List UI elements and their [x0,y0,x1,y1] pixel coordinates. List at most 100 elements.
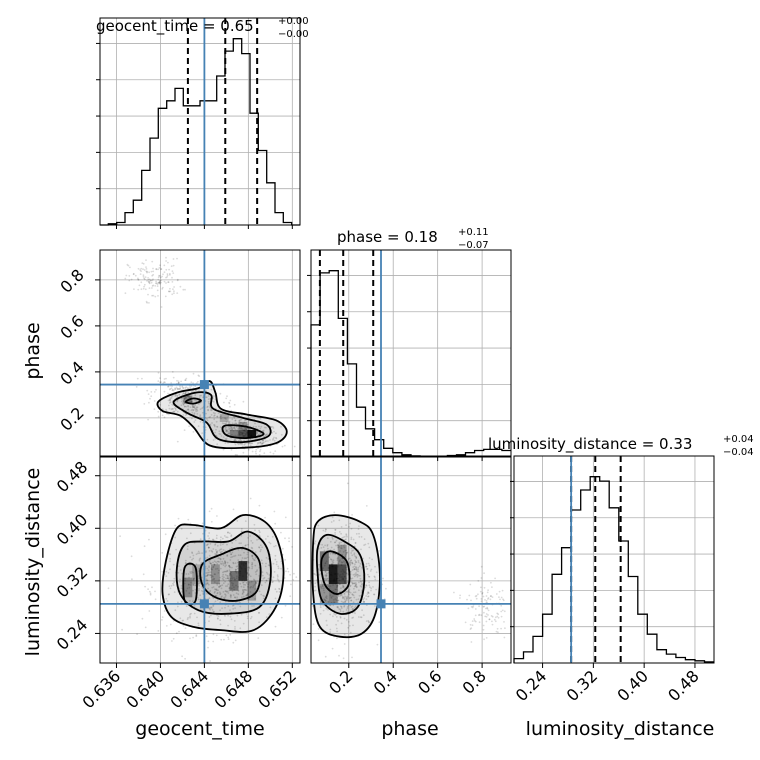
sample-point [147,393,150,395]
sample-point [192,406,195,408]
sample-point [135,386,138,388]
sample-point [331,552,334,555]
sample-point [355,585,358,588]
sample-point [183,397,186,400]
sample-point [226,543,228,546]
sample-point [332,599,335,601]
sample-point [224,426,227,429]
sample-point [194,584,197,586]
sample-point [290,583,292,586]
sample-point [182,288,185,291]
sample-point [346,590,349,593]
sample-point [488,618,491,621]
sample-point [374,576,376,579]
sample-point [230,571,233,574]
histogram-geocent_time [100,38,300,226]
sample-point [352,582,354,585]
sample-point [237,428,239,430]
sample-point [258,534,261,537]
sample-point [184,288,186,291]
sample-point [335,616,338,618]
sample-point [169,401,172,404]
sample-point [266,433,268,436]
sample-point [216,599,219,601]
sample-point [140,288,143,291]
sample-point [269,439,271,441]
sample-point [340,622,343,625]
sample-point [352,566,355,568]
sample-point [491,623,494,626]
sample-point [199,420,202,423]
sample-point [187,518,190,521]
sample-point [167,281,170,283]
sample-point [346,597,348,600]
sample-point [152,270,155,273]
sample-point [267,564,270,566]
sample-point [236,614,239,617]
sample-point [351,608,354,610]
sample-point [374,605,376,607]
sample-point [173,290,175,293]
sample-point [212,400,215,403]
sample-point [349,584,352,587]
sample-point [250,442,253,445]
sample-point [228,586,231,589]
sample-point [352,594,355,597]
sample-point [163,610,166,612]
sample-point [248,574,250,577]
sample-point [234,419,237,422]
sample-point [228,589,231,592]
sample-point [489,595,492,598]
sample-point [272,580,274,583]
sample-point [180,585,183,587]
sample-point [235,577,238,580]
sample-point [351,561,353,564]
sample-point [361,579,364,582]
sample-point [236,454,239,456]
density-cell [238,430,248,438]
sample-point [223,422,226,425]
sample-point [243,588,246,591]
sample-point [363,544,365,546]
sample-point [207,583,210,586]
sample-point [192,578,195,580]
sample-point [217,618,219,620]
sample-point [487,609,490,612]
sample-point [353,596,356,599]
sample-point [209,606,211,609]
sample-point [324,598,326,601]
sample-point [351,577,354,580]
sample-point [327,601,330,604]
sample-point [342,586,344,589]
sample-point [339,610,342,613]
sample-point [158,274,160,277]
sample-point [345,597,348,600]
sample-point [468,594,471,597]
sample-point [355,566,357,569]
sample-point [264,440,267,443]
sample-point [222,579,225,581]
sample-point [229,572,232,575]
sample-point [481,591,484,594]
sample-point [259,442,261,444]
sample-point [214,412,216,415]
sample-point [176,279,179,282]
sample-point [236,435,239,437]
sample-point [345,534,348,537]
sample-point [147,418,150,421]
y-tick-label: 0.32 [53,563,92,602]
sample-point [255,570,258,573]
sample-point [141,262,144,264]
sample-point [194,419,197,421]
density-cell [319,584,329,604]
sample-point [178,581,181,583]
sample-point [320,586,322,588]
sample-point [354,585,357,587]
sample-point [205,582,208,585]
sample-point [217,589,220,592]
sample-point [350,599,353,602]
sample-point [240,585,243,588]
sample-point [351,550,353,552]
sample-point [225,585,227,587]
sample-point [227,605,230,608]
